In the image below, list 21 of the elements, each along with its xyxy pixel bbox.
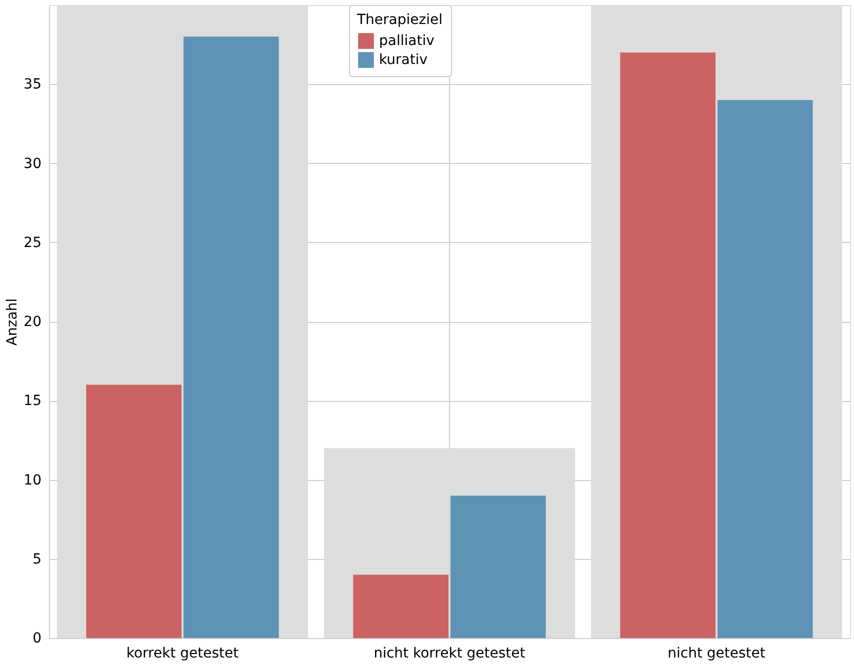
bar: [86, 384, 182, 638]
x-tick-label: nicht korrekt getestet: [374, 646, 526, 662]
bar: [620, 52, 716, 638]
legend-title: Therapieziel: [356, 12, 443, 28]
y-tick-label: 0: [32, 630, 42, 646]
legend-label: kurativ: [379, 52, 428, 68]
y-tick-label: 35: [24, 76, 42, 93]
y-tick-label: 5: [32, 551, 42, 568]
y-tick-label: 30: [24, 156, 42, 172]
legend-label: palliativ: [379, 33, 434, 49]
y-tick-label: 10: [24, 472, 42, 488]
y-tick-label: 25: [24, 234, 42, 251]
bar: [450, 496, 546, 638]
y-tick-label: 20: [24, 314, 42, 330]
bar: [353, 574, 449, 638]
x-tick-label: nicht getestet: [668, 646, 766, 662]
bar: [183, 36, 279, 638]
y-tick-label: 15: [24, 393, 42, 410]
y-axis-title: Anzahl: [4, 298, 21, 346]
x-tick-label: korrekt getestet: [126, 646, 240, 662]
bar: [717, 100, 813, 638]
